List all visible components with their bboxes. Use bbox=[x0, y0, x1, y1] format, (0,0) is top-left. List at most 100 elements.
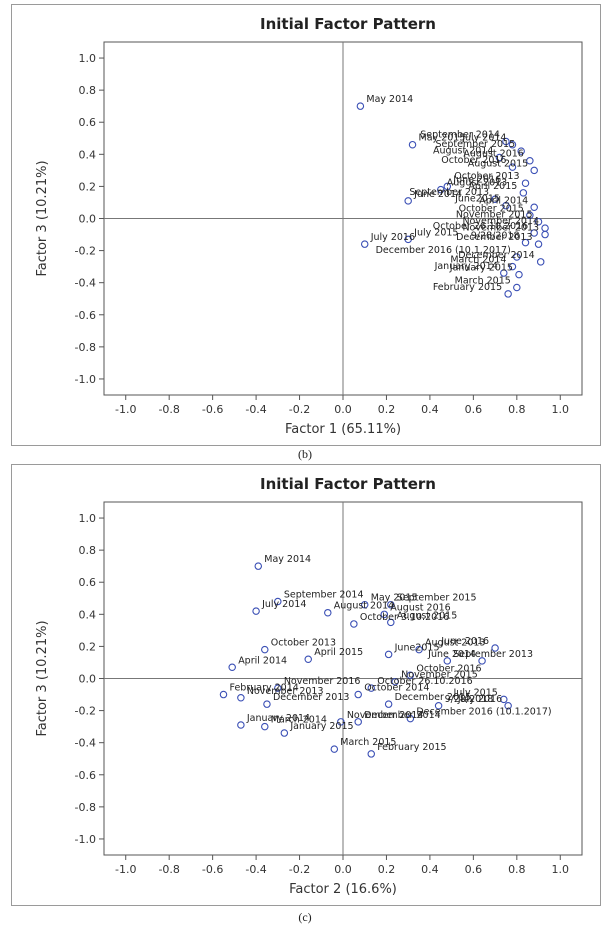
data-point-b bbox=[530, 203, 538, 212]
point-label-b: July 2014 bbox=[461, 133, 506, 144]
data-point-c bbox=[415, 645, 423, 654]
data-point-c bbox=[406, 714, 415, 723]
data-point-c bbox=[274, 597, 282, 606]
data-point-c bbox=[237, 694, 245, 702]
data-point-b bbox=[443, 182, 452, 191]
data-point-c bbox=[324, 608, 332, 617]
data-point-c bbox=[337, 718, 345, 726]
x-tick-label-c: 0.2 bbox=[378, 863, 396, 876]
point-label-c: September 2013 bbox=[453, 649, 533, 660]
y-tick-label-b: 0.6 bbox=[79, 116, 97, 129]
point-label-c: January 2015 bbox=[289, 721, 353, 732]
data-point-c bbox=[219, 690, 228, 699]
point-label-c: August 2014 bbox=[334, 601, 394, 612]
point-label-b: December 2014 bbox=[458, 250, 534, 261]
point-label-c: April 2014 bbox=[238, 655, 287, 666]
point-label-c: 9/28/2018 bbox=[445, 694, 494, 705]
point-label-c: October 2013 bbox=[271, 638, 336, 649]
y-tick-label-c: 0.4 bbox=[79, 608, 97, 621]
data-point-c bbox=[384, 700, 393, 708]
y-tick-label-b: 0.8 bbox=[79, 84, 97, 97]
point-label-b: April 2015 bbox=[468, 181, 517, 192]
chart-frame-b: Initial Factor Pattern -1.0 -0.8 -0.6 -0.4 -0… bbox=[11, 4, 601, 446]
data-point-c bbox=[274, 684, 282, 692]
x-tick-label-b: 0.2 bbox=[378, 403, 396, 416]
point-label-c: October 26.10.2016 bbox=[377, 676, 472, 687]
data-point-b bbox=[534, 217, 543, 226]
y-tick-label-b: 0.2 bbox=[79, 180, 97, 193]
point-label-c: April 2015 bbox=[314, 647, 363, 658]
data-point-b bbox=[513, 283, 521, 292]
data-point-b bbox=[504, 290, 512, 298]
data-point-b bbox=[530, 229, 538, 237]
data-point-b bbox=[517, 147, 525, 155]
data-point-c bbox=[380, 610, 389, 619]
point-label-b: October 2016 bbox=[441, 155, 506, 166]
point-label-b: May 2015 bbox=[419, 133, 466, 144]
point-label-b: August 2014 bbox=[433, 146, 493, 157]
x-tick-label-c: 1.0 bbox=[552, 863, 570, 876]
y-tick-label-b: -1.0 bbox=[75, 373, 96, 386]
y-tick-label-c: 0.0 bbox=[79, 673, 97, 686]
x-tick-label-c: -1.0 bbox=[115, 863, 136, 876]
chart-frame-c: Initial Factor Pattern -1.0 -0.8 -0.6 -0.4 -0… bbox=[11, 464, 601, 906]
y-tick-label-c: -0.6 bbox=[75, 769, 96, 782]
data-point-c bbox=[252, 607, 260, 615]
data-point-b bbox=[536, 258, 545, 266]
point-label-c: February 2014 bbox=[230, 683, 299, 694]
y-axis-label-c: Factor 3 (10.21%) bbox=[35, 620, 50, 736]
point-label-b: April 2014 bbox=[479, 195, 528, 206]
point-label-b: June2015 bbox=[454, 194, 500, 205]
scatter-chart-b: Initial Factor Pattern -1.0 -0.8 -0.6 -0.4 -0… bbox=[35, 15, 583, 437]
point-label-c: November 2016 bbox=[284, 676, 361, 687]
point-label-c: September 2014 bbox=[284, 589, 364, 600]
y-tick-label-c: 1.0 bbox=[79, 512, 97, 525]
data-point-c bbox=[330, 745, 339, 753]
caption-b: (b) bbox=[298, 447, 312, 461]
y-tick-label-c: -0.4 bbox=[75, 737, 96, 750]
y-tick-label-c: -0.8 bbox=[75, 801, 96, 814]
data-point-c bbox=[500, 695, 508, 704]
point-label-c: November 2015 bbox=[401, 670, 478, 681]
point-label-c: February 2015 bbox=[377, 742, 446, 753]
data-point-c bbox=[280, 729, 289, 737]
data-point-b bbox=[508, 163, 517, 171]
data-point-c bbox=[367, 750, 375, 758]
x-tick-label-b: -0.6 bbox=[202, 403, 223, 416]
point-label-c: June 2014 bbox=[427, 649, 476, 660]
point-label-b: September 2013 bbox=[409, 187, 489, 198]
point-label-c: October 2014 bbox=[364, 683, 429, 694]
y-tick-label-b: 1.0 bbox=[79, 52, 97, 65]
data-point-c bbox=[384, 650, 393, 659]
data-point-c bbox=[354, 690, 362, 699]
point-label-c: October 2016 bbox=[416, 663, 481, 674]
x-tick-label-c: -0.2 bbox=[289, 863, 310, 876]
y-tick-label-b: -0.6 bbox=[75, 309, 96, 322]
data-point-c bbox=[406, 671, 415, 680]
data-point-c bbox=[391, 677, 399, 686]
y-tick-label-b: -0.2 bbox=[75, 245, 96, 258]
data-point-c bbox=[367, 684, 375, 692]
point-label-c: May 2014 bbox=[264, 554, 311, 565]
panel-b: Initial Factor Pattern -1.0 -0.8 -0.6 -0.4 -0… bbox=[0, 0, 610, 461]
data-point-b bbox=[404, 197, 412, 205]
point-label-b: July 2015 bbox=[413, 227, 458, 238]
data-point-b bbox=[541, 224, 549, 232]
point-label-c: December 2016 (10.1.2017) bbox=[416, 707, 551, 718]
point-label-b: October 26.10.2016 bbox=[433, 221, 528, 232]
x-tick-label-b: -0.4 bbox=[245, 403, 266, 416]
point-label-b: September 2014 bbox=[420, 129, 500, 140]
panel-c: Initial Factor Pattern -1.0 -0.8 -0.6 -0.4 -0… bbox=[0, 460, 610, 937]
point-label-c: June 2016 bbox=[440, 636, 489, 647]
chart-title-c: Initial Factor Pattern bbox=[260, 475, 436, 493]
data-point-c bbox=[354, 718, 362, 726]
data-point-b bbox=[541, 230, 549, 239]
data-point-b bbox=[491, 195, 499, 203]
x-tick-label-b: 0.0 bbox=[334, 403, 352, 416]
point-label-b: February 2015 bbox=[433, 282, 502, 293]
point-label-c: June2015 bbox=[394, 642, 440, 653]
point-label-c: July 2016 bbox=[457, 694, 502, 705]
point-label-b: January 2015 bbox=[449, 263, 513, 274]
point-label-c: October 3.10.2016 bbox=[360, 612, 449, 623]
data-point-c bbox=[237, 721, 245, 729]
